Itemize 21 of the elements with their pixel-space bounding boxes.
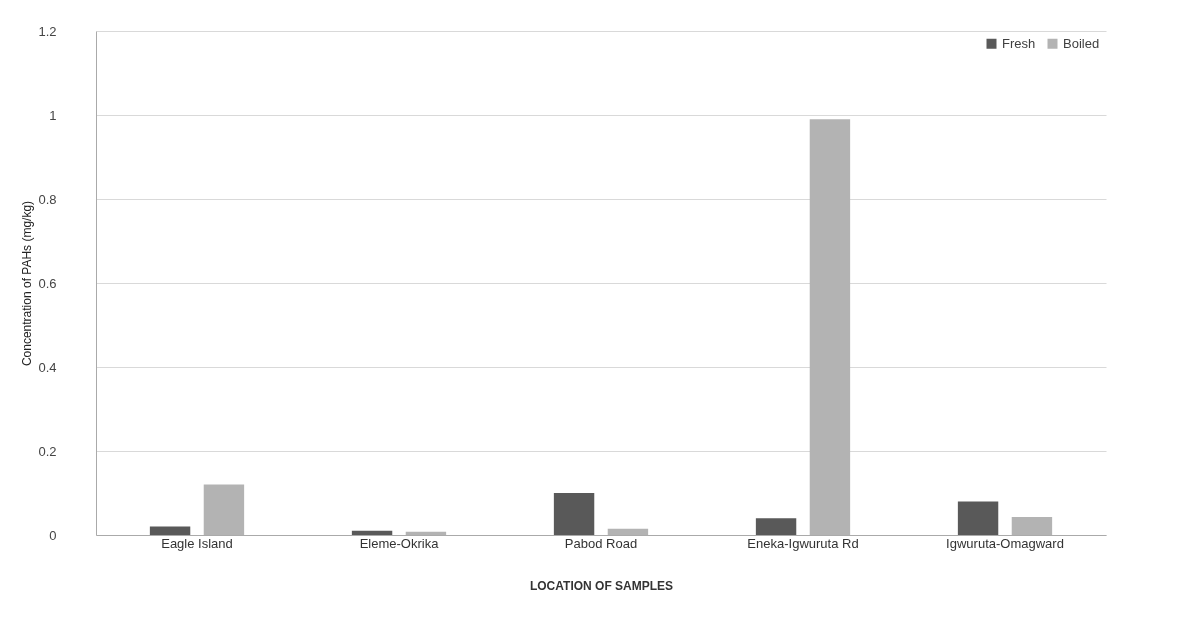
legend-label: Boiled xyxy=(1063,35,1100,51)
x-tick-label: Pabod Road xyxy=(564,535,638,551)
bar xyxy=(149,526,191,535)
y-tick-label: 0.4 xyxy=(38,359,57,375)
x-tick-label: Igwuruta-Omagward xyxy=(946,535,1064,551)
x-tick-label: Eleme-Okrika xyxy=(359,535,440,551)
y-tick-label: 1 xyxy=(49,107,57,123)
y-axis-title: Concentration of PAHs (mg/kg) xyxy=(20,200,35,367)
y-tick-label: 1.2 xyxy=(38,23,57,39)
x-axis-title: LOCATION OF SAMPLES xyxy=(529,578,674,593)
x-tick-label: Eagle Island xyxy=(161,535,233,551)
legend-label: Fresh xyxy=(1002,35,1036,51)
bar xyxy=(755,518,797,535)
y-tick-label: 0.6 xyxy=(38,275,57,291)
bar xyxy=(957,501,999,535)
bar xyxy=(351,530,393,535)
bar xyxy=(553,493,595,535)
y-tick-label: 0 xyxy=(49,527,57,543)
y-tick-label: 0.8 xyxy=(38,191,57,207)
x-tick-label: Eneka-Igwuruta Rd xyxy=(747,535,859,551)
y-tick-label: 0.2 xyxy=(38,443,57,459)
